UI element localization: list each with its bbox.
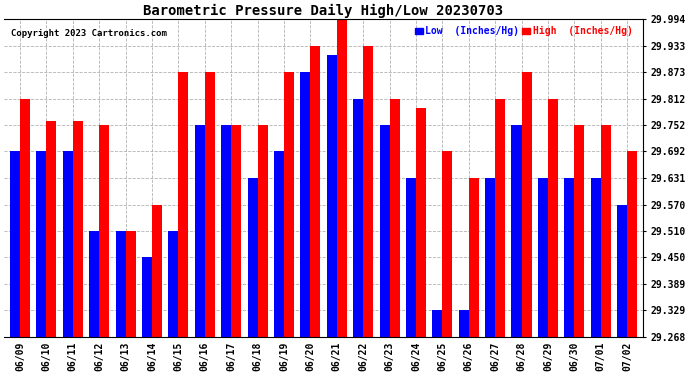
Bar [37, 152, 46, 337]
Bar [142, 257, 152, 337]
Bar [390, 99, 400, 337]
Bar [205, 72, 215, 337]
Bar [574, 125, 584, 337]
Bar [416, 108, 426, 337]
Bar [538, 178, 548, 337]
Bar [433, 310, 442, 337]
Bar [248, 178, 257, 337]
Bar [126, 231, 136, 337]
Bar [495, 99, 505, 337]
Bar [46, 121, 57, 337]
Bar [284, 72, 294, 337]
Bar [327, 55, 337, 337]
Bar [511, 125, 522, 337]
Bar [337, 20, 347, 337]
Bar [363, 46, 373, 337]
Bar [231, 125, 241, 337]
Bar [522, 72, 531, 337]
Bar [310, 46, 320, 337]
Bar [617, 205, 627, 337]
Bar [485, 178, 495, 337]
Bar [442, 152, 453, 337]
Bar [73, 121, 83, 337]
Legend: Low  (Inches/Hg), High  (Inches/Hg): Low (Inches/Hg), High (Inches/Hg) [413, 24, 635, 38]
Bar [274, 152, 284, 337]
Bar [406, 178, 416, 337]
Bar [152, 205, 162, 337]
Bar [195, 125, 205, 337]
Bar [257, 125, 268, 337]
Bar [179, 72, 188, 337]
Bar [89, 231, 99, 337]
Bar [63, 152, 73, 337]
Bar [469, 178, 479, 337]
Bar [380, 125, 390, 337]
Bar [627, 152, 637, 337]
Bar [10, 152, 20, 337]
Bar [353, 99, 363, 337]
Bar [221, 125, 231, 337]
Bar [168, 231, 179, 337]
Bar [548, 99, 558, 337]
Bar [459, 310, 469, 337]
Bar [115, 231, 126, 337]
Bar [20, 99, 30, 337]
Bar [564, 178, 574, 337]
Bar [601, 125, 611, 337]
Title: Barometric Pressure Daily High/Low 20230703: Barometric Pressure Daily High/Low 20230… [144, 4, 504, 18]
Bar [300, 72, 310, 337]
Bar [591, 178, 601, 337]
Text: Copyright 2023 Cartronics.com: Copyright 2023 Cartronics.com [10, 29, 166, 38]
Bar [99, 125, 109, 337]
